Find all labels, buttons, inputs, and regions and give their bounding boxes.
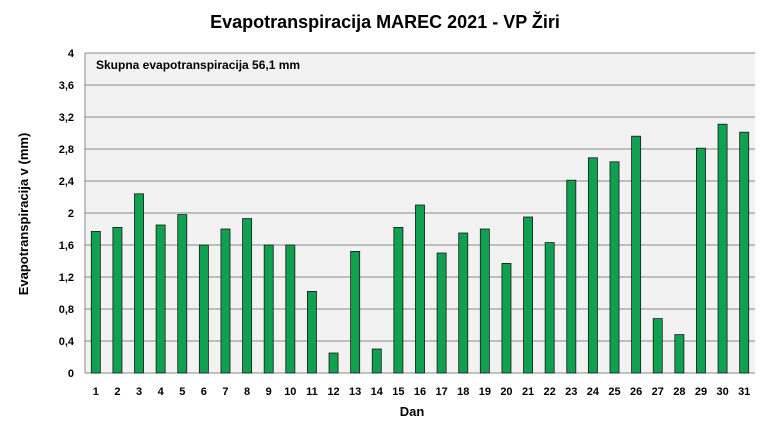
- bar-day-7: [220, 228, 231, 374]
- y-axis-ticks: 0 0,4 0,8 1,2 1,6 2 2,4 2,8 3,2 3,6 4: [59, 48, 75, 380]
- bar-day-16: [415, 204, 425, 374]
- bar-day-25: [609, 161, 620, 374]
- x-tick-label: 12: [327, 386, 339, 398]
- bar-day-19: [479, 228, 490, 374]
- x-tick-label: 9: [266, 386, 272, 398]
- y-tick-label: 3,6: [59, 80, 74, 92]
- bar-day-3: [134, 193, 144, 374]
- bar-day-28: [674, 334, 685, 374]
- x-tick-label: 28: [673, 386, 685, 398]
- x-tick-label: 18: [457, 386, 469, 398]
- y-tick-label: 2,8: [59, 144, 74, 156]
- y-tick-label: 0,8: [59, 304, 74, 316]
- y-tick-label: 0: [68, 368, 74, 380]
- x-tick-label: 20: [500, 386, 512, 398]
- x-tick-label: 14: [371, 386, 384, 398]
- bar-day-24: [587, 157, 598, 374]
- bar-day-12: [328, 352, 339, 374]
- x-tick-label: 1: [93, 386, 99, 398]
- bar-day-27: [652, 318, 663, 374]
- bar-day-6: [198, 244, 209, 374]
- x-tick-label: 16: [414, 386, 426, 398]
- x-tick-label: 3: [136, 386, 142, 398]
- chart-title: Evapotranspiracija MAREC 2021 - VP Žiri: [210, 11, 560, 32]
- x-tick-label: 15: [392, 386, 404, 398]
- x-tick-label: 8: [244, 386, 250, 398]
- bar-series: [90, 123, 750, 374]
- x-tick-label: 29: [695, 386, 707, 398]
- bar-day-29: [696, 147, 706, 374]
- bar-day-22: [544, 242, 555, 374]
- x-tick-label: 6: [201, 386, 207, 398]
- x-tick-label: 2: [114, 386, 120, 398]
- bar-day-26: [631, 135, 642, 374]
- x-tick-label: 7: [222, 386, 228, 398]
- x-tick-label: 11: [306, 386, 318, 398]
- bar-day-30: [717, 123, 728, 374]
- y-tick-label: 2,4: [59, 176, 75, 188]
- bar-day-18: [458, 232, 469, 374]
- total-annotation: Skupna evapotranspiracija 56,1 mm: [96, 58, 300, 72]
- x-tick-label: 21: [522, 386, 534, 398]
- bar-day-9: [263, 244, 274, 374]
- bar-day-11: [306, 290, 317, 374]
- bar-day-31: [739, 131, 750, 374]
- bar-day-1: [90, 230, 101, 374]
- x-tick-label: 27: [652, 386, 664, 398]
- x-tick-label: 24: [587, 386, 600, 398]
- bar-day-10: [285, 244, 296, 374]
- bar-day-15: [393, 226, 404, 374]
- y-tick-label: 2: [68, 208, 74, 220]
- x-tick-label: 4: [158, 386, 165, 398]
- bar-day-20: [501, 262, 512, 374]
- x-tick-label: 26: [630, 386, 642, 398]
- y-tick-label: 1,6: [59, 240, 74, 252]
- x-tick-label: 30: [716, 386, 728, 398]
- x-tick-label: 19: [479, 386, 491, 398]
- bar-day-4: [155, 224, 166, 374]
- x-tick-label: 31: [738, 386, 750, 398]
- x-tick-label: 23: [565, 386, 577, 398]
- y-tick-label: 1,2: [59, 272, 74, 284]
- bar-day-23: [566, 179, 577, 374]
- bar-day-21: [523, 216, 534, 374]
- x-axis-ticks: 1 2 3 4 5 6 7 8 9 10 11 12 13 14 15 16 17 18 19 20 21 22 23 24 2…: [93, 386, 751, 398]
- bar-day-5: [177, 214, 188, 374]
- bar-day-17: [436, 252, 447, 374]
- bar-day-13: [350, 250, 361, 374]
- x-tick-label: 13: [349, 386, 361, 398]
- y-tick-label: 3,2: [59, 112, 74, 124]
- bar-day-14: [371, 348, 382, 374]
- x-tick-label: 22: [544, 386, 556, 398]
- y-tick-label: 0,4: [59, 336, 75, 348]
- y-tick-label: 4: [68, 48, 75, 60]
- x-tick-label: 5: [179, 386, 185, 398]
- x-tick-label: 17: [435, 386, 447, 398]
- bar-day-2: [112, 226, 123, 374]
- x-tick-label: 10: [284, 386, 296, 398]
- y-axis-label: Evapotranspiracija v (mm): [16, 133, 31, 296]
- x-tick-label: 25: [608, 386, 620, 398]
- bar-day-8: [242, 218, 253, 374]
- x-axis-label: Dan: [400, 404, 425, 419]
